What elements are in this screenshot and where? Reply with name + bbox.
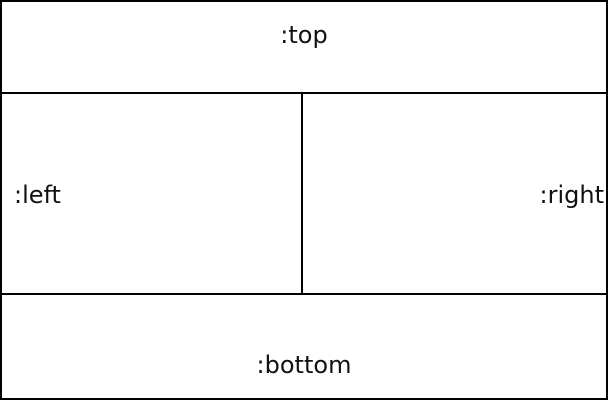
left-label: :left	[14, 181, 61, 209]
top-divider	[2, 92, 606, 94]
center-divider	[301, 93, 303, 294]
right-label: :right	[539, 181, 604, 209]
top-region: :top	[2, 2, 606, 93]
bottom-divider	[2, 293, 606, 295]
top-label: :top	[280, 21, 328, 49]
left-region: :left	[2, 93, 302, 294]
bottom-label: :bottom	[256, 351, 352, 379]
bottom-region: :bottom	[2, 294, 606, 398]
right-region: :right	[302, 93, 606, 294]
